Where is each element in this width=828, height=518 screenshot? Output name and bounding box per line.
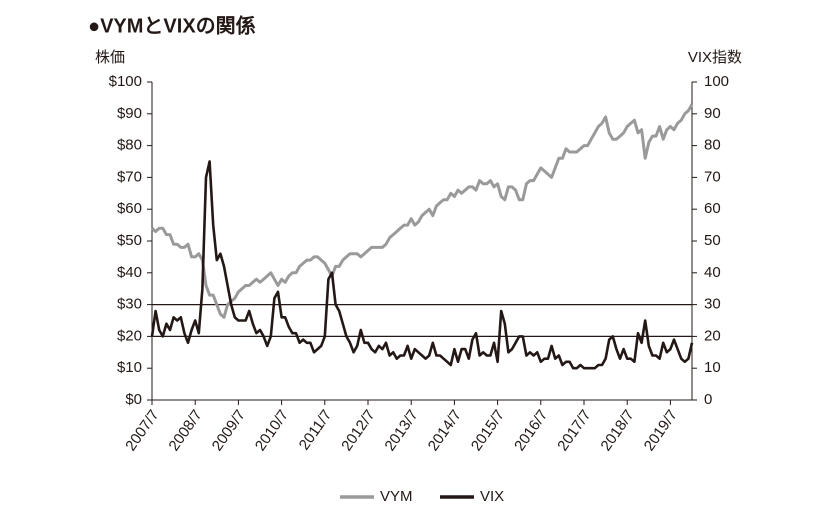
x-tick-label: 2016/7 xyxy=(511,407,551,454)
y-tick-label: $30 xyxy=(117,296,142,313)
y2-tick-label: 10 xyxy=(704,359,721,376)
y-tick-label: $70 xyxy=(117,168,142,185)
y2-tick-label: 40 xyxy=(704,264,721,281)
legend-label: VYM xyxy=(380,488,413,505)
y-tick-label: $100 xyxy=(109,73,142,90)
y-tick-label: $40 xyxy=(117,264,142,281)
y2-tick-label: 100 xyxy=(704,73,729,90)
x-tick-label: 2017/7 xyxy=(554,407,594,454)
x-tick-label: 2011/7 xyxy=(296,407,336,453)
y2-tick-label: 90 xyxy=(704,105,721,122)
x-tick-label: 2014/7 xyxy=(425,407,465,454)
y-tick-label: $60 xyxy=(117,200,142,217)
x-tick-label: 2009/7 xyxy=(209,407,249,454)
y-tick-label: $10 xyxy=(117,359,142,376)
series-line xyxy=(150,160,694,370)
legend-label: VIX xyxy=(480,488,504,505)
y-tick-label: $50 xyxy=(117,232,142,249)
x-tick-label: 2018/7 xyxy=(597,407,637,454)
y2-axis-label: VIX指数 xyxy=(688,49,742,66)
x-tick-label: 2007/7 xyxy=(122,407,162,454)
x-tick-label: 2015/7 xyxy=(468,407,508,454)
y-tick-label: $90 xyxy=(117,105,142,122)
y-tick-label: $0 xyxy=(125,391,142,408)
y2-tick-label: 80 xyxy=(704,137,721,154)
x-tick-label: 2010/7 xyxy=(252,407,292,454)
chart-title: ●VYMとVIXの関係 xyxy=(88,14,256,37)
series-line xyxy=(151,103,694,319)
x-tick-label: 2013/7 xyxy=(381,407,421,454)
y2-tick-label: 50 xyxy=(704,232,721,249)
y-tick-label: $20 xyxy=(117,327,142,344)
y2-tick-label: 30 xyxy=(704,296,721,313)
x-tick-label: 2008/7 xyxy=(165,407,205,454)
y-tick-label: $80 xyxy=(117,137,142,154)
y2-tick-label: 70 xyxy=(704,168,721,185)
x-tick-label: 2012/7 xyxy=(338,407,378,454)
y-axis-label: 株価 xyxy=(95,49,125,66)
y2-tick-label: 0 xyxy=(704,391,712,408)
y2-tick-label: 60 xyxy=(704,200,721,217)
x-tick-label: 2019/7 xyxy=(641,407,681,454)
y2-tick-label: 20 xyxy=(704,327,721,344)
